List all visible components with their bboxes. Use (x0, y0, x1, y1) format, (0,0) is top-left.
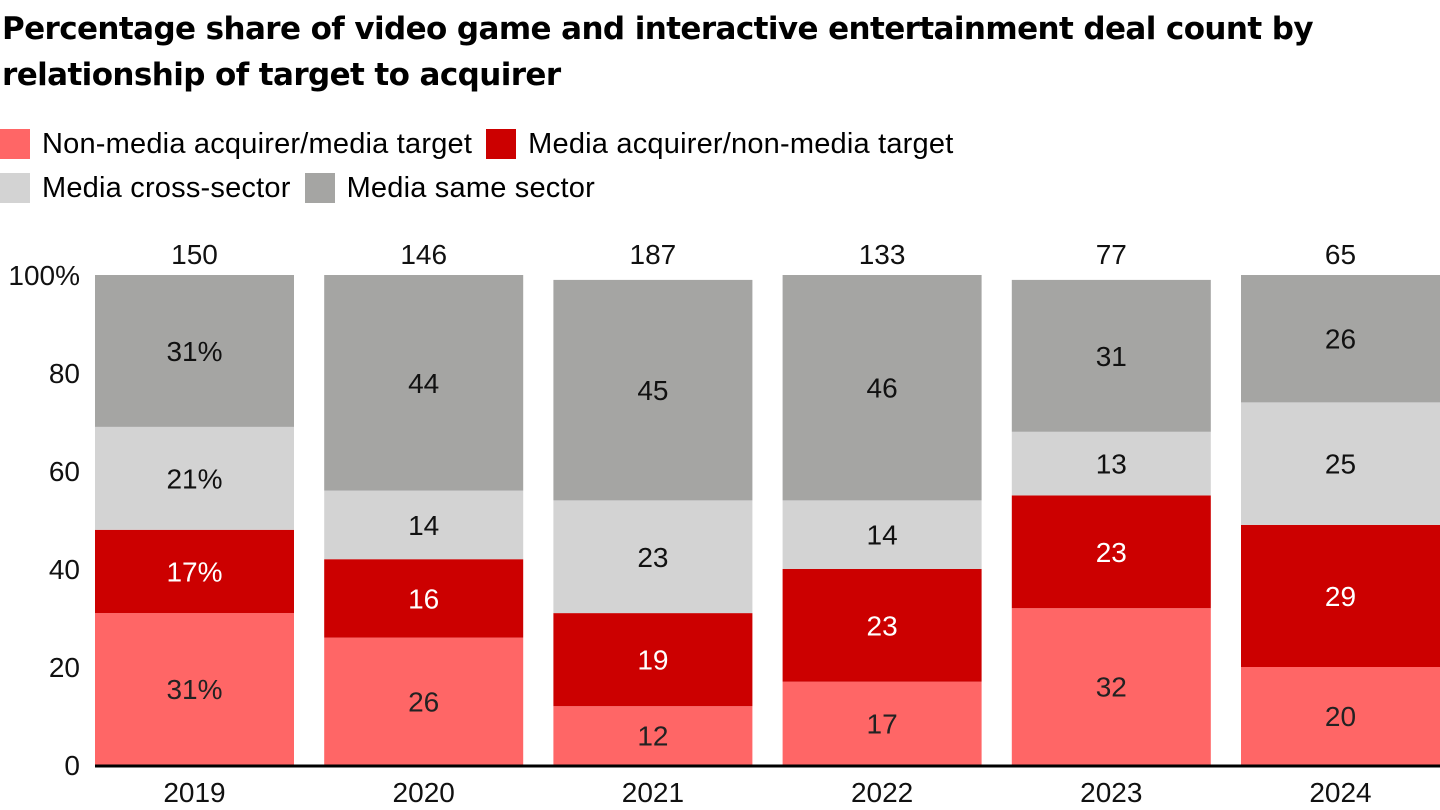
legend-row-2: Media cross-sector Media same sector (0, 166, 1300, 210)
legend-swatch-non-media-acquirer (0, 129, 30, 159)
bar-segment-non-media-acquirer-media-target-2022 (782, 681, 982, 765)
data-label: 14 (867, 520, 898, 551)
data-label: 45 (637, 375, 668, 406)
legend-label: Media acquirer/non-media target (528, 127, 954, 160)
legend-swatch-media-acquirer (486, 129, 517, 159)
x-tick-label: 2019 (163, 777, 225, 808)
legend-label: Media same sector (346, 171, 595, 204)
x-tick-label: 2022 (851, 777, 913, 808)
data-label: 31% (166, 674, 222, 705)
legend-item-media-acquirer: Media acquirer/non-media target (486, 128, 953, 161)
legend-swatch-media-same-sector (304, 173, 335, 203)
bar-segment-media-acquirer-non-media-target-2019 (95, 529, 294, 614)
bar-segment-media-same-sector-2023 (1011, 279, 1211, 432)
y-tick-label: 60 (49, 456, 80, 487)
data-label: 19 (637, 645, 668, 676)
data-label: 26 (1325, 324, 1356, 355)
y-tick-label: 20 (49, 652, 80, 683)
total-label: 133 (859, 239, 906, 270)
legend: Non-media acquirer/media target Media ac… (0, 122, 1300, 210)
bar-segment-media-same-sector-2020 (324, 275, 524, 491)
bar-segment-media-acquirer-non-media-target-2023 (1011, 495, 1211, 609)
bar-segment-media-cross-sector-2019 (95, 426, 294, 530)
data-label: 17 (867, 708, 898, 739)
x-tick-label: 2020 (393, 777, 455, 808)
data-label: 23 (1096, 537, 1127, 568)
x-tick-label: 2021 (622, 777, 684, 808)
bar-segment-media-acquirer-non-media-target-2020 (324, 559, 524, 638)
data-label: 44 (408, 368, 439, 399)
bar-segment-media-acquirer-non-media-target-2024 (1241, 524, 1440, 667)
bar-segment-media-acquirer-non-media-target-2022 (782, 569, 982, 682)
chart-title: Percentage share of video game and inter… (2, 11, 1314, 93)
bar-segment-media-cross-sector-2023 (1011, 431, 1211, 496)
data-label: 31 (1096, 341, 1127, 372)
y-tick-label: 100% (8, 260, 80, 291)
y-tick-label: 0 (64, 750, 80, 781)
data-label: 13 (1096, 449, 1127, 480)
bar-segment-media-cross-sector-2020 (324, 490, 524, 560)
bar-segment-media-cross-sector-2024 (1241, 402, 1440, 525)
data-label: 32 (1096, 672, 1127, 703)
bar-segment-media-acquirer-non-media-target-2021 (553, 613, 753, 707)
legend-row-1: Non-media acquirer/media target Media ac… (0, 122, 1300, 166)
bar-segment-media-same-sector-2021 (553, 279, 753, 501)
data-label: 29 (1325, 581, 1356, 612)
bar-segment-media-cross-sector-2021 (553, 500, 753, 614)
bar-segment-non-media-acquirer-media-target-2024 (1241, 667, 1440, 765)
total-label: 77 (1096, 239, 1127, 270)
x-tick-label: 2024 (1309, 777, 1371, 808)
data-label: 14 (408, 510, 439, 541)
bar-segment-media-same-sector-2024 (1241, 275, 1440, 403)
data-label: 31% (166, 336, 222, 367)
bar-segment-media-cross-sector-2022 (782, 500, 982, 569)
data-label: 26 (408, 686, 439, 717)
bar-segment-media-same-sector-2022 (782, 275, 982, 501)
legend-item-media-same-sector: Media same sector (304, 171, 595, 205)
data-label: 16 (408, 583, 439, 614)
data-label: 25 (1325, 449, 1356, 480)
total-label: 187 (630, 239, 677, 270)
data-label: 23 (637, 542, 668, 573)
data-label: 46 (867, 373, 898, 404)
bar-segment-media-same-sector-2019 (95, 275, 294, 427)
bar-segment-non-media-acquirer-media-target-2020 (324, 637, 524, 765)
bar-segment-non-media-acquirer-media-target-2021 (553, 706, 753, 765)
data-label: 23 (867, 610, 898, 641)
bar-segment-non-media-acquirer-media-target-2023 (1011, 608, 1211, 765)
y-tick-label: 80 (49, 358, 80, 389)
data-label: 21% (166, 463, 222, 494)
x-tick-label: 2023 (1080, 777, 1142, 808)
legend-swatch-media-cross-sector (0, 173, 30, 203)
data-label: 20 (1325, 701, 1356, 732)
legend-label: Non-media acquirer/media target (42, 127, 473, 160)
legend-item-non-media-acquirer: Non-media acquirer/media target (0, 128, 472, 161)
data-label: 17% (166, 556, 222, 587)
total-label: 146 (400, 239, 447, 270)
y-tick-label: 40 (49, 554, 80, 585)
bar-segment-non-media-acquirer-media-target-2019 (95, 613, 294, 765)
legend-item-media-cross-sector: Media cross-sector (0, 172, 291, 205)
legend-label: Media cross-sector (42, 171, 291, 204)
data-label: 12 (637, 721, 668, 752)
total-label: 150 (171, 239, 218, 270)
total-label: 65 (1325, 239, 1356, 270)
